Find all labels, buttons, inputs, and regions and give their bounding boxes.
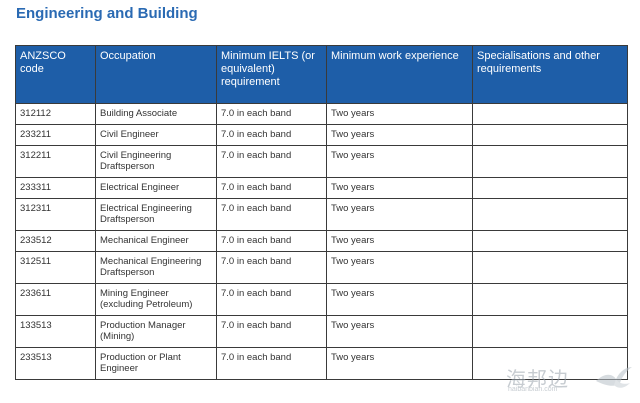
- cell-occupation: Mining Engineer (excluding Petroleum): [95, 283, 217, 316]
- cell-ielts: 7.0 in each band: [216, 177, 327, 199]
- table-row: 233311 Electrical Engineer 7.0 in each b…: [15, 177, 628, 199]
- header-specialisations: Specialisations and other requirements: [472, 45, 628, 104]
- cell-ielts: 7.0 in each band: [216, 315, 327, 348]
- cell-occupation: Civil Engineering Draftsperson: [95, 145, 217, 178]
- table-row: 233513 Production or Plant Engineer 7.0 …: [15, 347, 628, 380]
- cell-code: 233513: [15, 347, 96, 380]
- watermark-subtext: haibanbian.com: [508, 386, 558, 393]
- cell-code: 312112: [15, 103, 96, 125]
- header-anzsco-code: ANZSCO code: [15, 45, 96, 104]
- cell-specialisations: [472, 177, 628, 199]
- cell-experience: Two years: [326, 347, 473, 380]
- cell-specialisations: [472, 315, 628, 348]
- table-row: 312511 Mechanical Engineering Draftspers…: [15, 251, 628, 284]
- cell-ielts: 7.0 in each band: [216, 198, 327, 231]
- watermark-text: 海邦边: [506, 369, 569, 391]
- header-min-ielts: Minimum IELTS (or equivalent) requiremen…: [216, 45, 327, 104]
- cell-ielts: 7.0 in each band: [216, 347, 327, 380]
- cell-specialisations: [472, 145, 628, 178]
- header-min-work-experience: Minimum work experience: [326, 45, 473, 104]
- cell-code: 233211: [15, 124, 96, 146]
- cell-ielts: 7.0 in each band: [216, 283, 327, 316]
- header-occupation: Occupation: [95, 45, 217, 104]
- cell-occupation: Civil Engineer: [95, 124, 217, 146]
- table-row: 233512 Mechanical Engineer 7.0 in each b…: [15, 230, 628, 252]
- cell-ielts: 7.0 in each band: [216, 145, 327, 178]
- cell-ielts: 7.0 in each band: [216, 251, 327, 284]
- cell-occupation: Production Manager (Mining): [95, 315, 217, 348]
- table-row: 233611 Mining Engineer (excluding Petrol…: [15, 283, 628, 316]
- cell-code: 233512: [15, 230, 96, 252]
- table-row: 133513 Production Manager (Mining) 7.0 i…: [15, 315, 628, 348]
- cell-specialisations: [472, 283, 628, 316]
- cell-occupation: Production or Plant Engineer: [95, 347, 217, 380]
- cell-occupation: Mechanical Engineer: [95, 230, 217, 252]
- cell-occupation: Mechanical Engineering Draftsperson: [95, 251, 217, 284]
- cell-experience: Two years: [326, 177, 473, 199]
- cell-code: 233611: [15, 283, 96, 316]
- cell-experience: Two years: [326, 198, 473, 231]
- table-row: 312311 Electrical Engineering Draftspers…: [15, 198, 628, 231]
- cell-ielts: 7.0 in each band: [216, 103, 327, 125]
- table-row: 233211 Civil Engineer 7.0 in each band T…: [15, 124, 628, 146]
- cell-experience: Two years: [326, 103, 473, 125]
- occupation-table: ANZSCO code Occupation Minimum IELTS (or…: [15, 45, 628, 380]
- cell-specialisations: [472, 230, 628, 252]
- cell-experience: Two years: [326, 283, 473, 316]
- cell-occupation: Electrical Engineering Draftsperson: [95, 198, 217, 231]
- cell-ielts: 7.0 in each band: [216, 230, 327, 252]
- cell-specialisations: [472, 251, 628, 284]
- watermark: 海邦边 haibanbian.com: [506, 361, 634, 397]
- cell-experience: Two years: [326, 230, 473, 252]
- cell-code: 312511: [15, 251, 96, 284]
- cell-occupation: Building Associate: [95, 103, 217, 125]
- cell-code: 312211: [15, 145, 96, 178]
- cell-occupation: Electrical Engineer: [95, 177, 217, 199]
- cell-specialisations: [472, 124, 628, 146]
- cell-code: 312311: [15, 198, 96, 231]
- cell-code: 233311: [15, 177, 96, 199]
- table-header-row: ANZSCO code Occupation Minimum IELTS (or…: [15, 45, 628, 104]
- cell-experience: Two years: [326, 315, 473, 348]
- cell-experience: Two years: [326, 145, 473, 178]
- bird-logo-icon: [596, 367, 632, 388]
- cell-ielts: 7.0 in each band: [216, 124, 327, 146]
- cell-experience: Two years: [326, 251, 473, 284]
- table-row: 312112 Building Associate 7.0 in each ba…: [15, 103, 628, 125]
- cell-specialisations: [472, 198, 628, 231]
- cell-specialisations: [472, 103, 628, 125]
- section-title: Engineering and Building: [16, 5, 198, 22]
- cell-specialisations: [472, 347, 628, 380]
- cell-code: 133513: [15, 315, 96, 348]
- table-row: 312211 Civil Engineering Draftsperson 7.…: [15, 145, 628, 178]
- cell-experience: Two years: [326, 124, 473, 146]
